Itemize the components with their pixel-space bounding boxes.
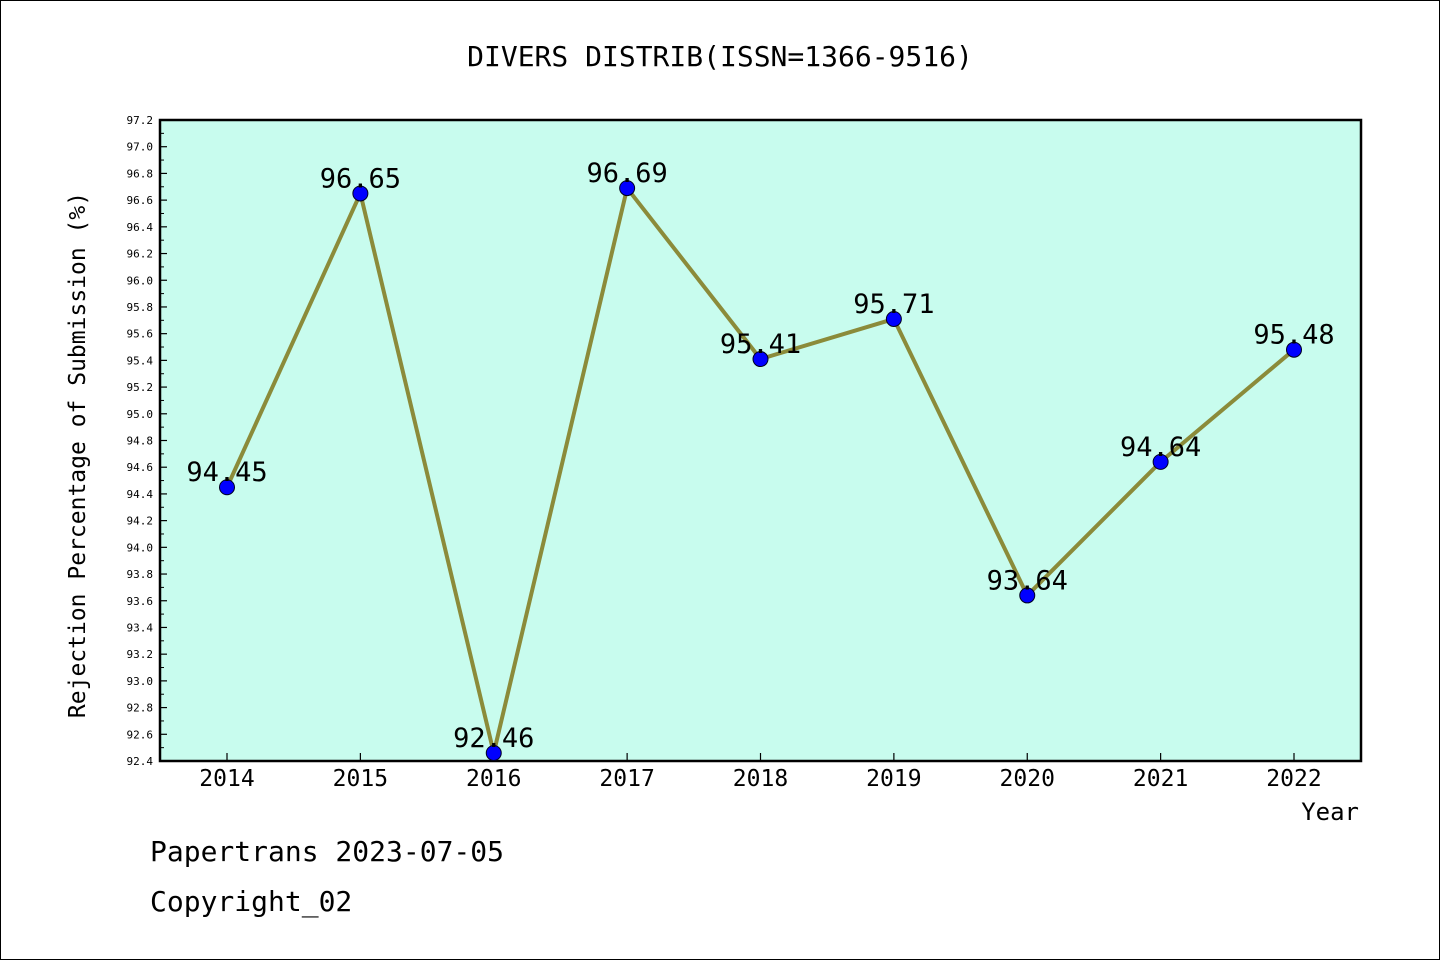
x-tick-label: 2019 — [866, 766, 921, 792]
y-tick-label: 94.2 — [127, 515, 154, 528]
series-group — [219, 180, 1302, 761]
data-point — [1152, 453, 1169, 470]
y-tick-label: 92.6 — [127, 728, 154, 741]
data-point — [485, 744, 502, 761]
x-tick-label: 2014 — [199, 766, 254, 792]
y-tick-label: 95.8 — [127, 301, 154, 314]
y-tick-label: 96.6 — [127, 194, 154, 207]
y-tick-label: 96.4 — [127, 221, 154, 234]
data-point — [219, 479, 235, 496]
data-labels: 94.45 96.65 92.46 96.69 95.41 95.71 93.64 94.64… — [186, 158, 1334, 754]
data-point — [352, 185, 369, 202]
data-point — [619, 180, 636, 197]
x-axis: 2014 2015 2016 2017 2018 2019 2020 2021 2022 — [199, 753, 1322, 792]
y-tick-label: 94.0 — [127, 541, 154, 554]
data-label: 96.69 — [586, 158, 667, 189]
plot-area — [158, 118, 1363, 763]
y-tick-label: 96.0 — [127, 274, 154, 287]
y-tick-label: 95.6 — [127, 328, 154, 341]
data-label: 96.65 — [320, 163, 401, 194]
y-tick-label: 93.4 — [127, 621, 154, 634]
data-point — [1019, 587, 1036, 604]
y-tick-label: 93.8 — [127, 568, 154, 581]
x-tick-label: 2015 — [333, 766, 388, 792]
data-label: 92.46 — [453, 723, 534, 754]
x-tick-label: 2022 — [1266, 766, 1321, 792]
y-tick-label: 94.4 — [127, 488, 154, 501]
data-label: 95.41 — [720, 329, 801, 360]
y-tick-label: 97.0 — [127, 141, 154, 154]
x-tick-label: 2018 — [733, 766, 788, 792]
footer-publisher-date: Papertrans 2023-07-05 — [150, 835, 505, 868]
x-axis-label: Year — [1301, 798, 1359, 826]
data-label: 95.71 — [853, 289, 934, 320]
footer-copyright: Copyright_02 — [150, 885, 353, 918]
data-point — [1286, 341, 1302, 358]
x-tick-label: 2020 — [1000, 766, 1055, 792]
y-tick-label: 94.8 — [127, 435, 154, 448]
y-axis: 92.4 92.6 92.8 93.0 93.2 93.4 93.6 93.8 94.0 94.2… — [127, 114, 167, 768]
data-label: 95.48 — [1253, 320, 1334, 351]
y-tick-label: 95.0 — [127, 408, 154, 421]
y-tick-label: 96.8 — [127, 167, 154, 180]
chart-title: DIVERS DISTRIB(ISSN=1366-9516) — [467, 40, 973, 73]
y-tick-label: 97.2 — [127, 114, 154, 127]
y-tick-label: 95.2 — [127, 381, 154, 394]
x-tick-label: 2017 — [599, 766, 654, 792]
data-label: 93.64 — [987, 565, 1068, 596]
y-tick-label: 93.0 — [127, 675, 154, 688]
y-tick-label: 94.6 — [127, 461, 154, 474]
data-point — [752, 351, 769, 368]
y-axis-label: Rejection Percentage of Submission (%) — [65, 192, 91, 718]
y-tick-label: 93.2 — [127, 648, 154, 661]
x-tick-label: 2016 — [466, 766, 521, 792]
data-point — [885, 310, 902, 327]
y-tick-label: 95.4 — [127, 354, 154, 367]
y-tick-label: 92.8 — [127, 702, 154, 715]
y-tick-label: 93.6 — [127, 595, 154, 608]
y-tick-label: 96.2 — [127, 248, 154, 261]
x-tick-label: 2021 — [1133, 766, 1188, 792]
data-label: 94.45 — [186, 457, 267, 488]
data-label: 94.64 — [1120, 432, 1201, 463]
y-tick-label: 92.4 — [127, 755, 154, 768]
